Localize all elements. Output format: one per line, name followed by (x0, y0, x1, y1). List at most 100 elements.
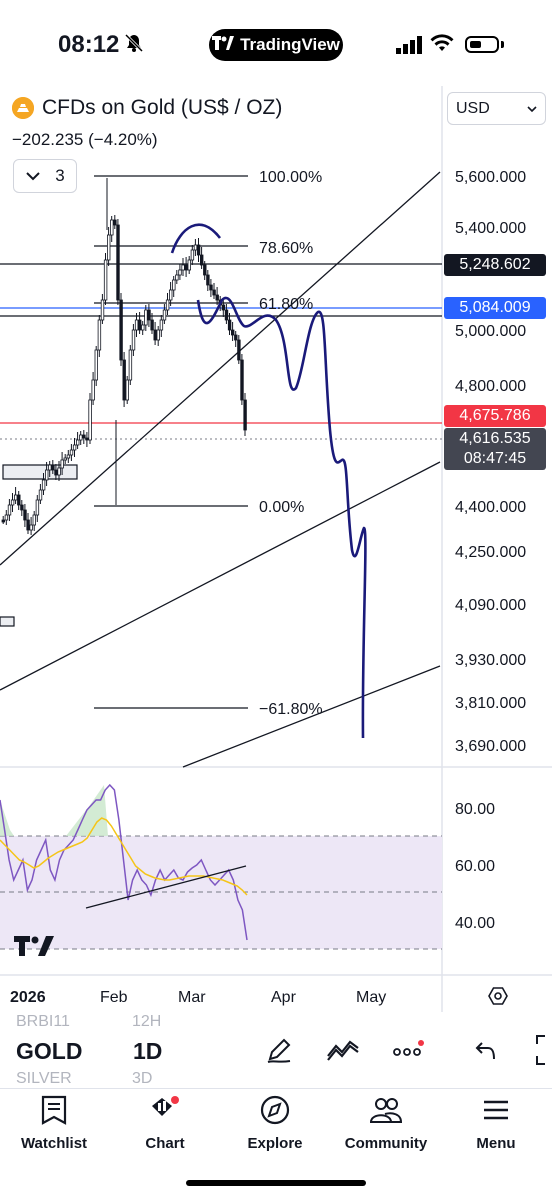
candle (54, 469, 58, 476)
timeframe-selector[interactable]: 1D (133, 1038, 163, 1064)
candle (156, 329, 160, 341)
candle (131, 329, 136, 351)
drawing-projection (196, 296, 367, 739)
price-tick: 5,400.000 (455, 220, 526, 237)
candle (190, 249, 195, 261)
candle (4, 514, 9, 521)
tab-label: Explore (247, 1135, 303, 1152)
silent-bell-icon (124, 33, 144, 58)
symbol-selector[interactable]: GOLD (16, 1038, 83, 1064)
candle (196, 244, 201, 256)
candle (7, 504, 12, 516)
candle (110, 219, 114, 236)
candle (137, 319, 142, 331)
candle (206, 274, 210, 286)
undo-button[interactable] (468, 1034, 504, 1066)
home-indicator (186, 1180, 366, 1186)
candle (243, 399, 247, 431)
candle (240, 359, 244, 401)
candle (97, 319, 102, 351)
candle (38, 489, 43, 501)
zone-box (2, 464, 78, 480)
currency-value: USD (456, 99, 490, 117)
time-label: Mar (178, 989, 206, 1006)
price-tick: 5,600.000 (455, 169, 526, 186)
price-tag-black: 5,248.602 (444, 254, 546, 276)
price-tick: 4,250.000 (455, 544, 526, 561)
price-tick: 5,000.000 (455, 323, 526, 340)
candle (88, 399, 92, 441)
candle (26, 519, 30, 531)
candle (212, 289, 216, 296)
more-options-button[interactable] (390, 1034, 426, 1066)
ghost-symbol-below: SILVER (16, 1070, 72, 1087)
drawing-arc (170, 223, 222, 254)
tradingview-pill[interactable]: TradingView (209, 29, 343, 61)
tradingview-watermark-icon (14, 936, 54, 956)
candle (175, 274, 179, 281)
candle (181, 264, 185, 271)
tab-menu[interactable]: Menu (446, 1094, 546, 1152)
ghost-tf-above: 12H (132, 1013, 162, 1030)
tab-chart[interactable]: Chart (115, 1094, 215, 1152)
ghost-tf-below: 3D (132, 1070, 153, 1087)
symbol-title[interactable]: CFDs on Gold (US$ / OZ) (42, 96, 283, 119)
candle (113, 219, 117, 226)
fib-label-neg618: −61.80% (259, 701, 323, 718)
trendline-upper (0, 171, 441, 566)
battery-icon (465, 36, 499, 53)
candle (134, 319, 139, 331)
candle (82, 434, 86, 439)
pen-icon (267, 1038, 291, 1063)
candle (1, 519, 5, 523)
candle (35, 499, 40, 516)
candle (141, 324, 145, 331)
candle (178, 269, 182, 276)
time-label-year: 2026 (10, 989, 46, 1006)
community-icon (368, 1098, 404, 1130)
indicators-button[interactable] (325, 1034, 361, 1066)
chevron-down-icon (527, 100, 537, 118)
trendline-lower (182, 665, 441, 768)
draw-pen-button[interactable] (261, 1034, 297, 1066)
rsi-overbought-fill (0, 785, 108, 836)
menu-icon (481, 1100, 511, 1130)
tab-community[interactable]: Community (336, 1094, 436, 1152)
price-chart[interactable]: 100.00% 78.60% 61.80% 0.00% −61.80% 5,60… (0, 0, 552, 1030)
candle (116, 224, 120, 301)
chevron-down-icon (25, 166, 41, 186)
candle (224, 309, 229, 321)
zone-box-small (0, 616, 15, 627)
tab-label: Chart (145, 1135, 185, 1152)
candle (203, 264, 207, 276)
undo-icon (475, 1042, 495, 1060)
tab-watchlist[interactable]: Watchlist (4, 1094, 104, 1152)
candle (79, 434, 83, 441)
candle (94, 349, 98, 381)
candle (69, 449, 74, 456)
currency-select[interactable]: USD (447, 92, 546, 125)
status-time: 08:12 (58, 31, 120, 58)
candle (122, 359, 126, 401)
candle (128, 349, 133, 381)
trendline-mid (0, 461, 441, 691)
fullscreen-button[interactable] (528, 1034, 552, 1066)
candle (57, 467, 61, 476)
candle (45, 469, 49, 481)
candle (187, 259, 191, 271)
candle (51, 464, 55, 471)
candle (100, 299, 105, 321)
chart-settings-icon (488, 987, 508, 1005)
indicators-collapse-button[interactable]: 3 (13, 159, 77, 193)
price-tick: 4,090.000 (455, 597, 526, 614)
time-label: Feb (100, 989, 128, 1006)
tradingview-logo-icon (212, 35, 235, 55)
last-price-value: 4,616.535 (459, 430, 531, 447)
candle (17, 494, 21, 506)
candle (32, 514, 36, 526)
candle (48, 464, 52, 471)
tab-explore[interactable]: Explore (225, 1094, 325, 1152)
more-dots-icon (393, 1040, 424, 1056)
price-tick: 3,810.000 (455, 695, 526, 712)
candle (234, 334, 238, 341)
